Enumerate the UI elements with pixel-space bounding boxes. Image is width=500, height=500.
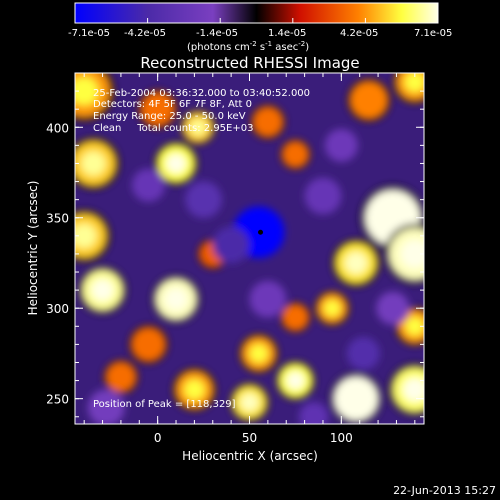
heatmap-source [185,181,222,219]
heatmap-source-core [402,377,424,402]
heatmap-source [131,168,166,202]
heatmap-source [106,362,136,392]
colorbar-tick-0: -7.1e-05 [68,28,110,39]
heatmap-source-core [75,223,97,248]
heatmap-source-core [324,300,341,317]
heatmap-source [299,402,329,424]
colorbar-tick-5: 7.1e-05 [414,28,452,39]
heatmap-source [324,128,358,162]
heatmap-source-core [344,251,368,275]
heatmap-source [350,81,388,119]
heatmap-source-core [400,239,424,269]
annotation-time-range: 25-Feb-2004 03:36:32.000 to 03:40:52.000 [93,88,310,99]
heatmap-image [75,73,424,424]
axis-tick-label: 0 [154,431,162,445]
axis-tick-label: 50 [242,431,257,445]
annotation-clean-counts: Clean Total counts: 2.95E+03 [93,123,253,134]
heatmap-source [304,177,342,215]
heatmap-source-core [189,119,207,136]
peak-marker [258,229,264,235]
annotation-peak-position: Position of Peak = [118,329] [93,399,236,410]
heatmap-source-core [184,379,205,400]
footer-date: 22-Jun-2013 15:27 [393,484,496,497]
colorbar-ticks [74,18,439,23]
colorbar-tick-1: -4.2e-05 [124,28,166,39]
heatmap-source-core [81,151,106,176]
heatmap-source-core [405,317,424,336]
heatmap-source [282,141,309,168]
axis-tick-label: 400 [46,121,69,135]
x-axis-label: Heliocentric X (arcsec) [182,449,318,463]
heatmap-source [282,304,309,331]
heatmap-source [131,327,166,361]
heatmap-source [253,107,283,137]
annotation-detectors: Detectors: 4F 5F 6F 7F 8F, Att 0 [93,99,252,110]
heatmap-source [376,291,410,325]
heatmap-source-core [91,279,114,302]
heatmap-source [212,226,250,264]
heatmap-source-core [343,386,369,411]
chart-title: Reconstructed RHESSI Image [140,54,359,72]
axis-tick-label: 350 [46,212,69,226]
heatmap-source-core [75,76,99,106]
heatmap-source-core [240,393,259,412]
annotation-energy-range: Energy Range: 25.0 - 50.0 keV [93,111,246,122]
heatmap-source-core [286,371,305,390]
heatmap-source-core [164,288,188,311]
heatmap-source [249,280,287,318]
colorbar [74,2,439,24]
heatmap-source-core [377,202,408,233]
heatmap-source [141,92,175,126]
heatmap-source-core [249,344,268,363]
heatmap-source [87,389,125,424]
heatmap-source [346,336,380,370]
heatmap-source-core [404,73,424,93]
axis-tick-label: 250 [46,393,69,407]
y-axis-label: Heliocentric Y (arcsec) [26,181,40,316]
colorbar-tick-2: -1.4e-05 [196,28,238,39]
axis-tick-label: 100 [330,431,353,445]
axis-ticks: 0 50 100 250 300 350 400 [46,72,424,445]
colorbar-tick-4: 4.2e-05 [340,28,378,39]
heatmap-source-core [165,153,187,174]
colorbar-tick-3: 1.4e-05 [268,28,306,39]
axis-tick-label: 300 [46,302,69,316]
colorbar-units: (photons cm-2 s-1 asec-2) [187,40,309,53]
